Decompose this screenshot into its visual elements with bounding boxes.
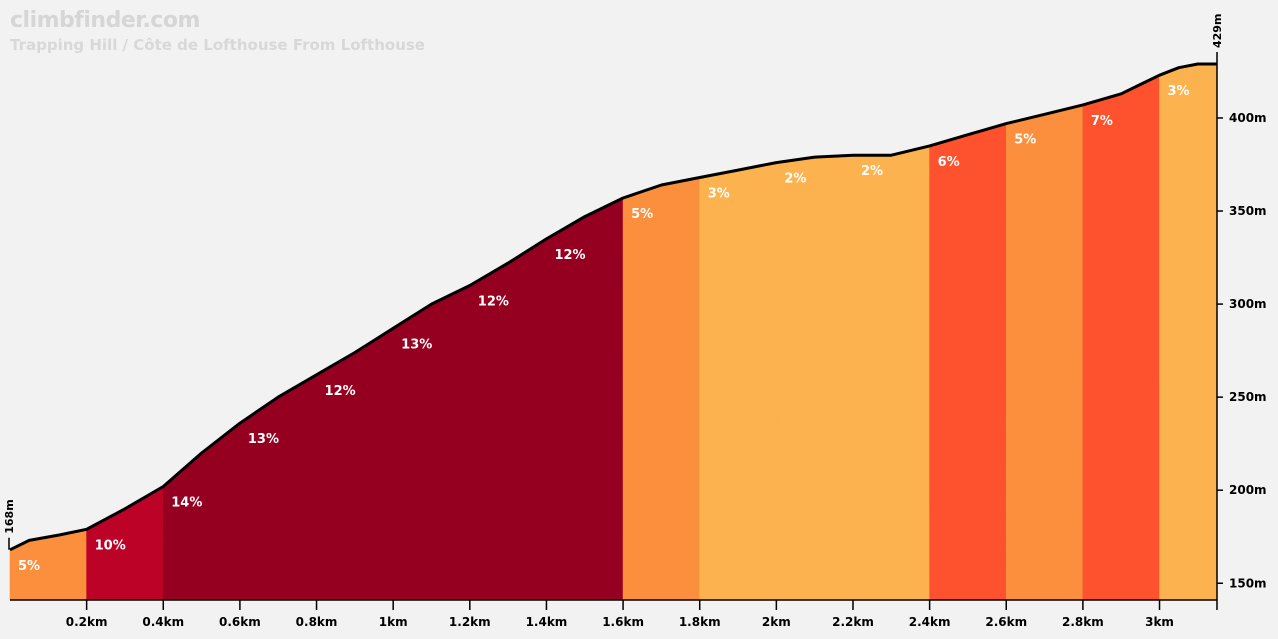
gradient-segment-10 <box>775 154 854 601</box>
y-tick-label-4: 350m <box>1229 204 1267 218</box>
x-tick-label-9: 2km <box>762 615 791 629</box>
x-tick-label-7: 1.6km <box>602 615 644 629</box>
brand-logo-text: climbfinder.com <box>10 8 200 33</box>
gradient-label-8: 5% <box>631 207 653 222</box>
x-tick-label-6: 1.4km <box>526 615 568 629</box>
x-tick-label-1: 0.4km <box>142 615 184 629</box>
gradient-segment-13 <box>1005 104 1084 601</box>
gradient-label-3: 13% <box>248 432 279 447</box>
gradient-label-7: 12% <box>554 248 585 263</box>
x-tick-label-4: 1km <box>379 615 408 629</box>
y-tick-label-0: 150m <box>1229 576 1267 590</box>
y-tick-label-2: 250m <box>1229 390 1267 404</box>
gradient-segment-14 <box>1082 74 1160 601</box>
gradient-label-0: 5% <box>18 559 40 574</box>
gradient-label-1: 10% <box>95 538 126 553</box>
axes: 0.2km 0.4km 0.6km 0.8km 1km 1.2km 1.4km 1.6km 1.… <box>3 14 1267 629</box>
gradient-label-12: 6% <box>938 155 960 170</box>
x-tick-label-5: 1.2km <box>449 615 491 629</box>
gradient-segments <box>9 63 1218 601</box>
end-elevation-label: 429m <box>1211 14 1224 48</box>
gradient-segment-9 <box>699 162 777 601</box>
gradient-label-14: 7% <box>1091 114 1113 129</box>
x-tick-label-13: 2.8km <box>1062 615 1104 629</box>
x-tick-label-12: 2.6km <box>985 615 1027 629</box>
gradient-label-4: 12% <box>325 384 356 399</box>
gradient-label-6: 12% <box>478 294 509 309</box>
gradient-segment-12 <box>929 123 1007 601</box>
gradient-label-15: 3% <box>1168 84 1190 99</box>
gradient-label-13: 5% <box>1014 133 1036 148</box>
gradient-segment-8 <box>622 177 701 601</box>
gradient-label-5: 13% <box>401 337 432 352</box>
y-tick-label-3: 300m <box>1229 297 1267 311</box>
x-tick-label-0: 0.2km <box>66 615 108 629</box>
gradient-segment-11 <box>852 145 930 601</box>
y-tick-label-1: 200m <box>1229 483 1267 497</box>
gradient-segment-2 <box>162 422 241 601</box>
start-elevation-label: 168m <box>3 499 16 533</box>
gradient-segment-5 <box>392 285 471 601</box>
y-tick-label-5: 400m <box>1229 111 1267 125</box>
x-tick-label-11: 2.4km <box>909 615 951 629</box>
x-tick-label-14: 3km <box>1145 615 1174 629</box>
gradient-segment-3 <box>239 374 317 601</box>
x-tick-label-8: 1.8km <box>679 615 721 629</box>
x-tick-label-10: 2.2km <box>832 615 874 629</box>
profile-line <box>9 62 1217 552</box>
gradient-label-10: 2% <box>784 172 806 187</box>
gradient-label-11: 2% <box>861 164 883 179</box>
gradient-label-9: 3% <box>708 187 730 202</box>
gradient-segment-6 <box>469 238 547 601</box>
gradient-segment-15 <box>1159 63 1218 601</box>
x-tick-label-2: 0.6km <box>219 615 261 629</box>
x-tick-label-3: 0.8km <box>296 615 338 629</box>
climb-title: Trapping Hill / Côte de Lofthouse From L… <box>10 36 425 54</box>
gradient-label-2: 14% <box>171 495 202 510</box>
gradient-labels: 5% 10% 14% 13% 12% 13% 12% 12% 5% 3% 2% 2% 6% 5% 7% 3% <box>18 84 1190 574</box>
